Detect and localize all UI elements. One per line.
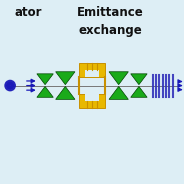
Circle shape bbox=[9, 82, 11, 84]
Bar bbox=[79, 94, 105, 108]
Bar bbox=[84, 70, 100, 77]
Polygon shape bbox=[131, 86, 147, 97]
Bar bbox=[79, 63, 105, 77]
Circle shape bbox=[7, 86, 10, 88]
Circle shape bbox=[7, 83, 10, 85]
Polygon shape bbox=[37, 74, 53, 85]
Text: Emittance: Emittance bbox=[77, 6, 144, 19]
Polygon shape bbox=[109, 72, 128, 85]
Text: exchange: exchange bbox=[79, 24, 142, 37]
Bar bbox=[84, 94, 100, 101]
Polygon shape bbox=[109, 86, 128, 99]
Polygon shape bbox=[56, 86, 75, 99]
Circle shape bbox=[5, 80, 15, 91]
Polygon shape bbox=[56, 72, 75, 85]
Text: ator: ator bbox=[15, 6, 42, 19]
Circle shape bbox=[11, 83, 13, 85]
Polygon shape bbox=[131, 74, 147, 85]
Circle shape bbox=[9, 87, 11, 89]
Polygon shape bbox=[37, 86, 53, 97]
Circle shape bbox=[7, 84, 9, 87]
Circle shape bbox=[11, 84, 14, 87]
Circle shape bbox=[11, 86, 13, 88]
